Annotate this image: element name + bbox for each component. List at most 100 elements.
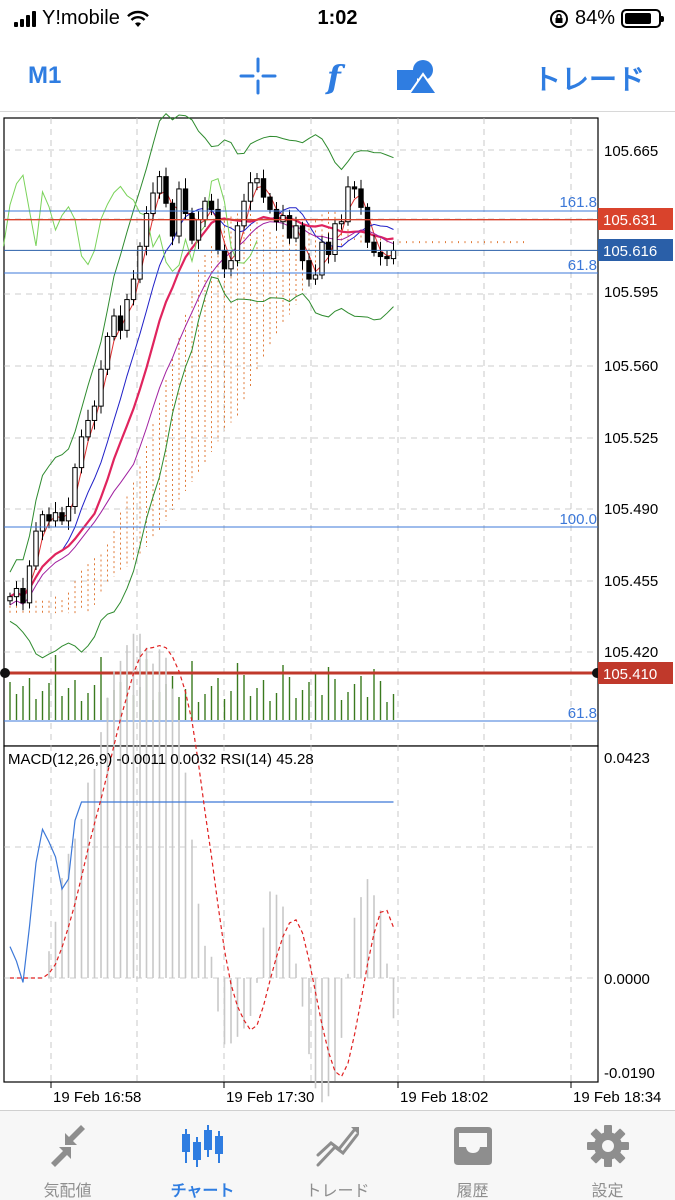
history-icon: [454, 1127, 492, 1165]
candle-body: [117, 315, 124, 331]
candle-body: [351, 186, 358, 190]
bid-price-tag: [598, 239, 673, 261]
price-chart[interactable]: 161.8 61.8 100.0 61.8 105.665 105.595 10…: [0, 112, 675, 1110]
candle-body: [221, 249, 228, 270]
tab-trade[interactable]: トレード: [270, 1111, 405, 1200]
tab-bar: 気配値 チャート トレード 履歴: [0, 1110, 675, 1200]
line-price-tag: [598, 662, 673, 684]
period-button[interactable]: M1: [28, 62, 62, 89]
candle-body: [182, 188, 189, 215]
time-label: 19 Feb 18:02: [400, 1089, 488, 1106]
candle-body: [384, 256, 390, 260]
tab-chart[interactable]: チャート: [135, 1111, 270, 1200]
indicator-lines: [9, 644, 395, 1078]
chart-area[interactable]: 161.8 61.8 100.0 61.8 105.665 105.595 10…: [0, 112, 675, 1110]
shapes-icon[interactable]: [395, 56, 439, 96]
tab-history[interactable]: 履歴: [405, 1111, 540, 1200]
candle-body: [338, 221, 345, 225]
candle-body: [377, 251, 384, 258]
candle-body: [98, 368, 104, 407]
line-handle-left[interactable]: [0, 668, 10, 678]
fibo-label-61: 61.8: [568, 257, 597, 274]
candle-body: [325, 241, 332, 255]
candle-body: [33, 530, 39, 567]
candle-body: [319, 241, 325, 276]
candle-body: [20, 587, 26, 604]
price-axis: 105.665 105.595 105.560 105.525 105.490 …: [604, 143, 658, 661]
candle-body: [273, 208, 280, 223]
tab-quotes[interactable]: 気配値: [0, 1111, 135, 1200]
candle-body: [111, 315, 117, 337]
ask-price-label: 105.631: [603, 212, 657, 229]
status-left: Y!mobile: [14, 7, 150, 30]
candle-body: [26, 565, 33, 604]
status-right: 84%: [549, 7, 664, 30]
battery-icon: [621, 9, 664, 28]
clock: 1:02: [317, 7, 358, 29]
candle-body: [65, 506, 72, 522]
trade-button[interactable]: トレード: [532, 64, 645, 95]
ma-main: [9, 215, 394, 598]
candle-body: [59, 512, 65, 522]
candle-body: [189, 213, 195, 241]
candle-body: [7, 596, 13, 602]
candle-body: [390, 249, 397, 260]
candle-body: [345, 186, 351, 223]
volume-bars: [9, 655, 395, 720]
candle-body: [364, 206, 371, 243]
horizontal-levels: [0, 210, 602, 722]
function-icon[interactable]: f: [318, 56, 358, 96]
price-level: 105.490: [604, 501, 658, 518]
crosshair-icon[interactable]: [238, 56, 278, 96]
indicator-frame: [3, 745, 599, 1083]
candle-body: [234, 225, 241, 262]
ask-price-tag: [598, 208, 673, 230]
chart-toolbar: M1 f トレード: [0, 40, 675, 112]
candle-body: [130, 278, 137, 301]
candle-body: [267, 196, 273, 210]
candle-body: [150, 192, 156, 215]
candle-body: [52, 512, 59, 522]
tab-label: トレード: [305, 1183, 370, 1200]
tab-settings[interactable]: 設定: [540, 1111, 675, 1200]
candle-body: [241, 200, 247, 227]
macd-axis-zero: 0.0000: [604, 971, 650, 988]
fibo-label-61b: 61.8: [568, 705, 597, 722]
candle-body: [78, 436, 85, 469]
time-label: 19 Feb 18:34: [573, 1089, 661, 1106]
candle-body: [312, 274, 319, 280]
bollinger-lower: [9, 276, 394, 659]
candle-body: [293, 225, 299, 239]
candle-body: [260, 178, 267, 198]
candle-body: [143, 213, 150, 247]
rotation-lock-icon: [549, 9, 568, 28]
candle-body: [163, 176, 169, 204]
candle-body: [254, 178, 260, 184]
time-label: 19 Feb 17:30: [226, 1089, 314, 1106]
fibo-label-161: 161.8: [559, 194, 597, 211]
candle-body: [215, 208, 221, 251]
candle-body: [299, 225, 306, 262]
candle-body: [137, 245, 143, 280]
candle-body: [39, 514, 46, 532]
rsi-line: [9, 801, 394, 983]
macd-axis-bottom: -0.0190: [604, 1065, 655, 1082]
price-level: 105.455: [604, 573, 658, 590]
fibo-label-100: 100.0: [559, 511, 597, 528]
candle-body: [176, 188, 182, 237]
svg-text:f: f: [325, 58, 346, 96]
status-bar: Y!mobile 1:02 84%: [0, 0, 675, 38]
tab-label: チャート: [170, 1183, 235, 1200]
price-level: 105.595: [604, 284, 658, 301]
candle-body: [228, 260, 234, 270]
candle-body: [156, 176, 163, 194]
candle-body: [124, 299, 130, 331]
tab-label: 履歴: [456, 1183, 489, 1200]
quotes-icon: [51, 1125, 85, 1167]
line-price-label: 105.410: [603, 666, 657, 683]
indicator-label: MACD(12,26,9) -0.0011 0.0032 RSI(14) 45.…: [8, 751, 314, 768]
time-label: 19 Feb 16:58: [53, 1089, 141, 1106]
candle-body: [371, 241, 377, 253]
macd-histogram: [48, 633, 395, 1103]
candle-body: [358, 188, 364, 208]
